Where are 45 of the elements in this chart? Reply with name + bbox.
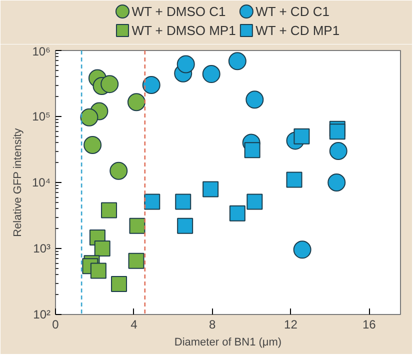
y-tick-label: 10⁶ bbox=[32, 44, 51, 58]
point bbox=[329, 124, 346, 140]
y-axis-title: Relative GFP intensity bbox=[12, 128, 24, 237]
point bbox=[286, 172, 302, 188]
legend-label: WT + CD MP1 bbox=[256, 23, 340, 38]
x-tick-label: 16 bbox=[362, 318, 376, 332]
point bbox=[94, 240, 110, 256]
point bbox=[175, 194, 192, 210]
point bbox=[294, 128, 310, 144]
point bbox=[329, 142, 348, 160]
point bbox=[90, 262, 106, 279]
point bbox=[328, 174, 346, 192]
y-tick-label: 10³ bbox=[33, 242, 51, 256]
point bbox=[111, 276, 128, 292]
x-tick-label: 12 bbox=[284, 318, 298, 332]
point bbox=[129, 218, 146, 234]
y-tick-label: 10² bbox=[33, 308, 51, 322]
point bbox=[176, 55, 195, 74]
x-tick-label: 0 bbox=[52, 318, 60, 332]
point bbox=[202, 181, 219, 198]
point bbox=[142, 76, 160, 94]
point bbox=[110, 162, 128, 180]
point bbox=[101, 202, 118, 218]
point bbox=[202, 65, 220, 84]
y-tick-label: 10⁵ bbox=[32, 110, 51, 124]
point bbox=[244, 142, 260, 158]
x-tick-label: 4 bbox=[130, 318, 138, 332]
point bbox=[144, 194, 160, 210]
point bbox=[246, 90, 264, 109]
point bbox=[100, 75, 119, 94]
point bbox=[127, 93, 146, 112]
x-axis-title: Diameter of BN1 (μm) bbox=[174, 336, 282, 348]
point bbox=[177, 218, 194, 234]
legend-label: WT + CD C1 bbox=[256, 4, 330, 19]
point bbox=[229, 205, 246, 222]
point bbox=[128, 252, 144, 269]
point bbox=[293, 240, 312, 259]
point bbox=[246, 194, 263, 210]
x-tick-label: 8 bbox=[208, 318, 216, 332]
legend-label: WT + DMSO C1 bbox=[132, 4, 226, 19]
y-tick-label: 10⁴ bbox=[32, 176, 51, 190]
legend-label: WT + DMSO MP1 bbox=[132, 23, 236, 38]
point bbox=[228, 52, 246, 70]
point bbox=[80, 108, 98, 126]
point bbox=[84, 136, 102, 154]
